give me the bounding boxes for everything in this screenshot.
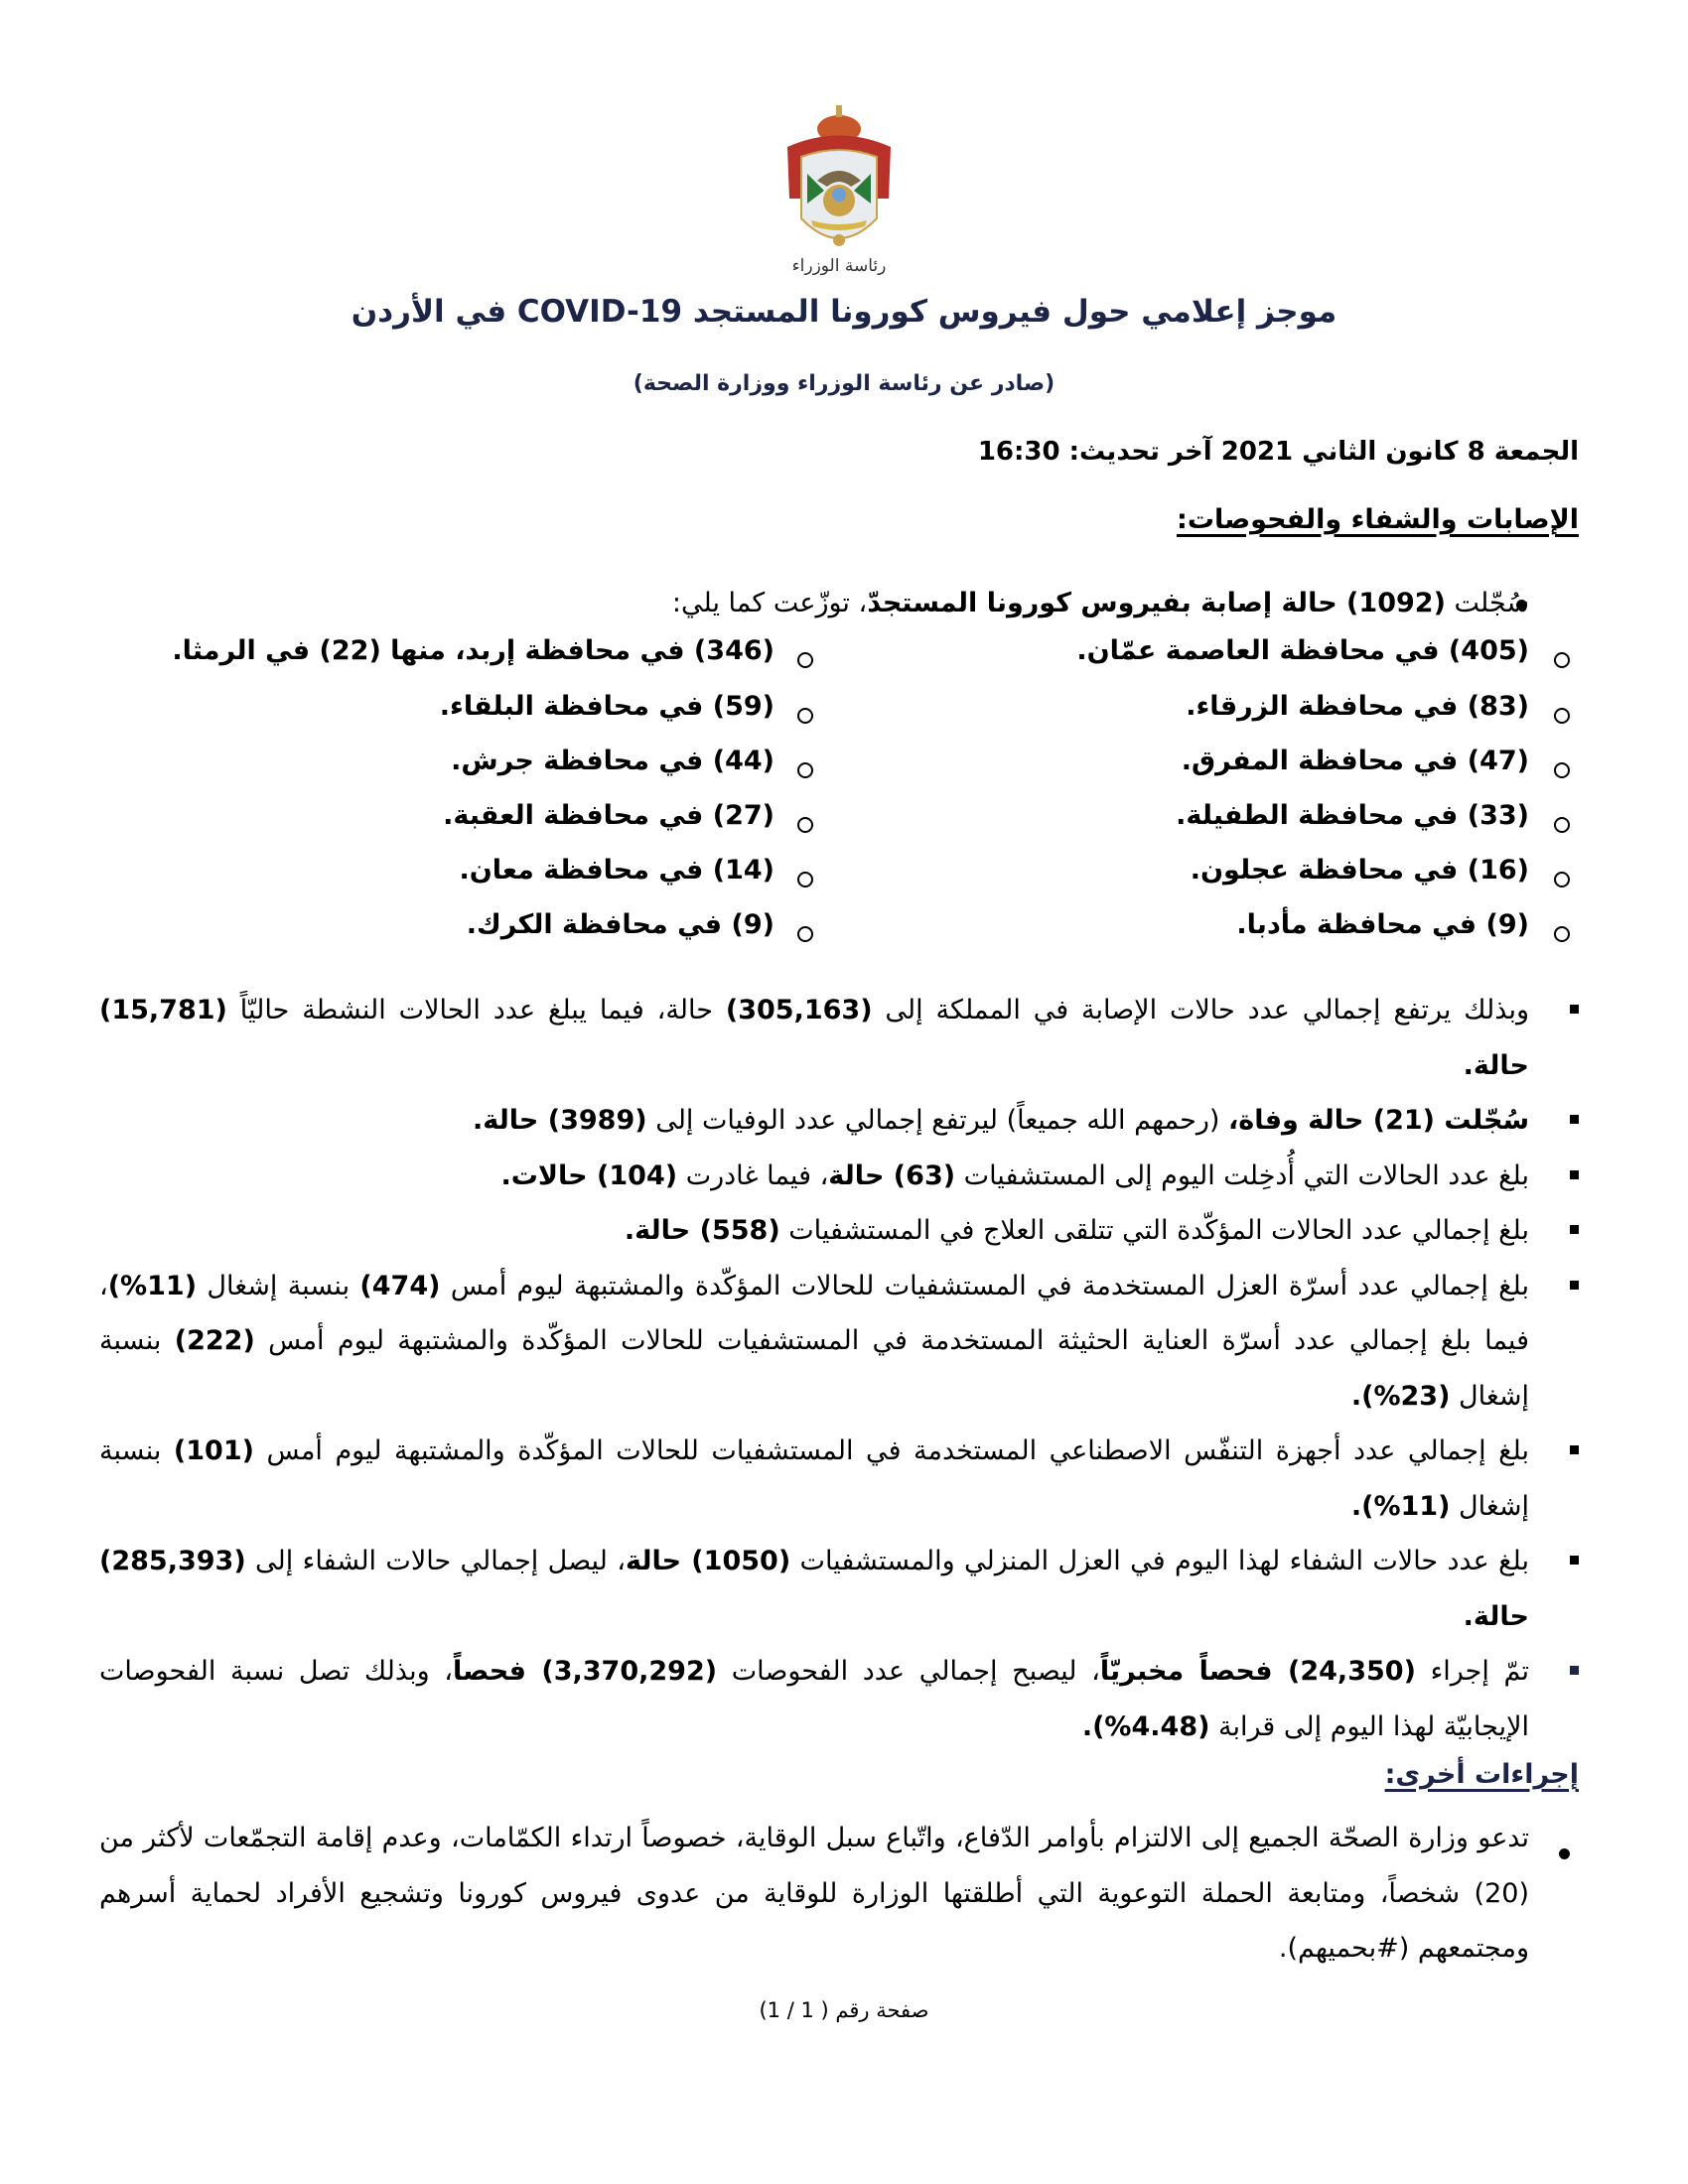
square-bullet-icon [1570,1225,1579,1234]
bold-segment: (1092) حالة إصابة بفيروس كورونا المستجدّ [867,588,1446,618]
text-segment: بلغ عدد حالات الشفاء لهذا اليوم في العزل… [790,1546,1529,1576]
bold-segment: (11%) [107,1270,198,1301]
province-item: (14) في محافظة معان. [459,855,774,886]
bold-segment: (1050) حالة [626,1546,791,1576]
bold-segment: (3,370,292) فحصاً [453,1656,718,1687]
fact-item: وبذلك يرتفع إجمالي عدد حالات الإصابة في … [99,983,1579,1093]
circle-bullet-icon [1554,926,1570,942]
bold-segment: (3989) حالة. [473,1105,647,1136]
text-segment: بنسبة إشغال [99,1435,1529,1522]
square-bullet-icon [1570,1445,1579,1454]
text-segment: بنسبة إشغال [99,1325,1529,1412]
fact-text: بلغ عدد الحالات التي أُدخِلت اليوم إلى ا… [501,1160,1529,1191]
square-bullet-icon [1570,1005,1579,1014]
bullet-icon [1516,600,1527,611]
text-segment: بنسبة إشغال [197,1270,360,1301]
bold-segment: (558) حالة. [624,1215,780,1246]
update-dateline: الجمعة 8 كانون الثاني 2021 آخر تحديث: 16… [977,437,1579,467]
bold-segment: (63) حالة [828,1160,956,1191]
text-segment: ، توزّعت كما يلي: [671,588,868,618]
fact-item: بلغ إجمالي عدد أجهزة التنفّس الاصطناعي ا… [99,1424,1579,1534]
text-segment: ، فيما بلغ إجمالي عدد أسرّة العناية الحث… [99,1270,1529,1357]
text-segment: ، فيما غادرت [677,1160,829,1191]
circle-bullet-icon [797,762,813,778]
province-item: (405) في محافظة العاصمة عمّان. [1076,635,1529,666]
square-bullet-icon [1570,1280,1579,1290]
page-subtitle: (صادر عن رئاسة الوزراء ووزارة الصحة) [633,371,1055,396]
bold-segment: (104) حالات. [500,1160,678,1191]
circle-bullet-icon [797,708,813,724]
text-segment: وبذلك يرتفع إجمالي عدد حالات الإصابة في … [872,995,1529,1025]
fact-item: سُجّلت (21) حالة وفاة، (رحمهم الله جميعا… [99,1093,1579,1149]
province-item: (47) في محافظة المفرق. [1181,746,1529,776]
fact-text: سُجّلت (21) حالة وفاة، (رحمهم الله جميعا… [473,1105,1529,1136]
province-item: (16) في محافظة عجلون. [1190,855,1529,886]
bold-segment: (474) [359,1270,441,1301]
text-segment: تمّ إجراء [1415,1656,1530,1687]
fact-text: بلغ إجمالي عدد أسرّة العزل المستخدمة في … [99,1271,1529,1412]
coat-of-arms-logo: رئاسة الوزراء [779,99,899,293]
fact-item: بلغ عدد حالات الشفاء لهذا اليوم في العزل… [99,1534,1579,1644]
text-segment: ، ليصبح إجمالي عدد الفحوصات [717,1656,1100,1687]
bold-segment: (305,163) [725,995,873,1025]
circle-bullet-icon [1554,872,1570,887]
province-item: (83) في محافظة الزرقاء. [1186,691,1529,722]
text-segment: بلغ إجمالي عدد الحالات المؤكّدة التي تتل… [779,1215,1529,1246]
other-measures-text: تدعو وزارة الصحّة الجميع إلى الالتزام بأ… [99,1823,1529,1964]
province-item: (27) في محافظة العقبة. [443,800,774,831]
square-bullet-icon [1570,1115,1579,1124]
circle-bullet-icon [1554,708,1570,724]
bold-segment: (23%). [1350,1380,1451,1412]
bold-segment: سُجّلت (21) حالة وفاة، [1228,1105,1529,1136]
logo-caption: رئاسة الوزراء [791,256,887,276]
circle-bullet-icon [797,652,813,668]
bold-segment: (15,781) حالة. [99,995,1529,1081]
province-item: (346) في محافظة إربد، منها (22) في الرمث… [172,635,774,666]
page-number: صفحة رقم ( 1 / 1) [759,1998,929,2022]
text-segment: حالة، فيما يبلغ عدد الحالات النشطة حاليّ… [226,995,726,1025]
circle-bullet-icon [797,872,813,887]
square-bullet-icon [1570,1666,1579,1675]
fact-item: بلغ عدد الحالات التي أُدخِلت اليوم إلى ا… [99,1149,1579,1204]
bold-segment: (24,350) فحصاً مخبريّاً [1099,1656,1416,1687]
circle-bullet-icon [1554,817,1570,833]
text-segment: بلغ عدد الحالات التي أُدخِلت اليوم إلى ا… [955,1160,1529,1191]
fact-item: بلغ إجمالي عدد أسرّة العزل المستخدمة في … [99,1259,1579,1425]
province-item: (9) في محافظة الكرك. [466,909,774,940]
circle-bullet-icon [1554,762,1570,778]
fact-item: بلغ إجمالي عدد الحالات المؤكّدة التي تتل… [99,1203,1579,1259]
section-heading-cases: الإصابات والشفاء والفحوصات: [1177,504,1579,535]
text-segment: (رحمهم الله جميعاً) ليرتفع إجمالي عدد ال… [646,1105,1229,1136]
fact-text: بلغ إجمالي عدد أجهزة التنفّس الاصطناعي ا… [99,1435,1529,1522]
province-item: (9) في محافظة مأدبا. [1236,909,1529,940]
bold-segment: (11%). [1350,1490,1451,1522]
facts-list: وبذلك يرتفع إجمالي عدد حالات الإصابة في … [99,983,1579,1754]
fact-text: بلغ إجمالي عدد الحالات المؤكّدة التي تتل… [625,1215,1529,1246]
square-bullet-icon [1570,1556,1579,1565]
text-segment: بلغ إجمالي عدد أجهزة التنفّس الاصطناعي ا… [253,1435,1529,1466]
bullet-icon [1559,1848,1570,1859]
fact-item: تمّ إجراء (24,350) فحصاً مخبريّاً، ليصبح… [99,1644,1579,1754]
page-title: موجز إعلامي حول فيروس كورونا المستجد COV… [351,294,1337,330]
text-segment: سُجّلت [1445,588,1529,618]
fact-text: وبذلك يرتفع إجمالي عدد حالات الإصابة في … [99,995,1529,1081]
section-heading-other: إجراءات أخرى: [1384,1759,1579,1790]
bold-segment: (285,393) حالة. [99,1546,1529,1632]
province-item: (33) في محافظة الطفيلة. [1176,800,1529,831]
bold-segment: (4.48%). [1081,1710,1210,1742]
bold-segment: (222) [174,1325,255,1356]
circle-bullet-icon [1554,652,1570,668]
fact-text: تمّ إجراء (24,350) فحصاً مخبريّاً، ليصبح… [99,1656,1529,1742]
fact-text: بلغ عدد حالات الشفاء لهذا اليوم في العزل… [99,1546,1529,1632]
bold-segment: (101) [173,1435,254,1466]
circle-bullet-icon [797,817,813,833]
square-bullet-icon [1570,1169,1579,1179]
province-item: (59) في محافظة البلقاء. [439,691,774,722]
intro-text: سُجّلت (1092) حالة إصابة بفيروس كورونا ا… [536,576,1529,631]
text-segment: ، وبذلك تصل نسبة الفحوصات الإيجابيّة لهذ… [99,1656,1529,1742]
text-segment: بلغ إجمالي عدد أسرّة العزل المستخدمة في … [440,1270,1529,1301]
province-item: (44) في محافظة جرش. [451,746,774,776]
text-segment: ، ليصل إجمالي حالات الشفاء إلى [245,1546,626,1576]
circle-bullet-icon [797,926,813,942]
